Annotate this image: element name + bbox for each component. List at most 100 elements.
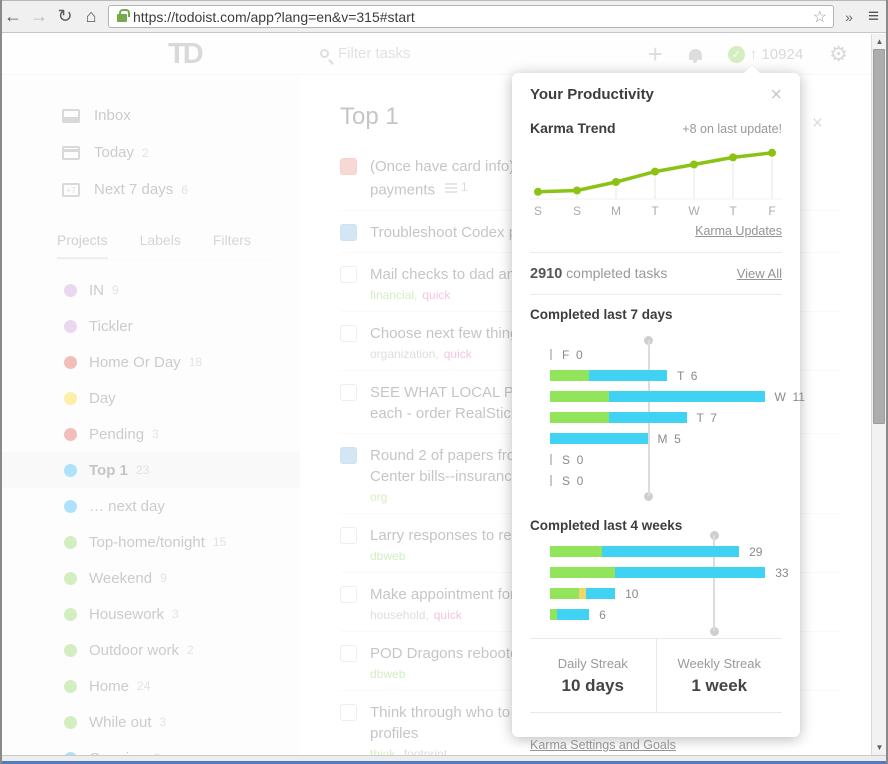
page-scrollbar[interactable]: ▲ ▼ — [871, 34, 886, 755]
streaks-panel: Daily Streak 10 days Weekly Streak 1 wee… — [530, 638, 782, 713]
back-icon[interactable]: ← — [4, 6, 22, 26]
bar-segment-blue — [608, 391, 765, 402]
bar — [550, 433, 648, 444]
bar-segment-green — [550, 546, 603, 557]
bar-segment-yellow — [579, 588, 586, 599]
https-lock-icon[interactable] — [117, 9, 130, 22]
svg-text:M: M — [611, 204, 621, 218]
average-marker-dot — [709, 627, 719, 636]
bar-value-label: F 0 — [562, 347, 583, 362]
bar-row: 6 — [530, 604, 782, 625]
average-marker-line — [713, 535, 715, 631]
weekly-streak-cell: Weekly Streak 1 week — [655, 638, 782, 713]
scrollbar-thumb[interactable] — [873, 49, 885, 424]
browser-menu-icon[interactable]: ≡ — [867, 5, 879, 27]
bar-row: T 7 — [530, 407, 782, 428]
window-bottom-edge — [0, 755, 888, 764]
weekly-streak-value: 1 week — [691, 676, 748, 695]
home-icon[interactable]: ⌂ — [85, 6, 97, 26]
bar — [550, 609, 590, 620]
productivity-popup: Your Productivity × Karma Trend +8 on la… — [512, 66, 805, 752]
bar-value-label: T 6 — [677, 368, 698, 383]
svg-text:S: S — [534, 204, 542, 218]
popup-title: Your Productivity — [530, 86, 654, 103]
bar-row: M 5 — [530, 428, 782, 449]
zero-tick — [550, 475, 552, 486]
zero-tick — [550, 454, 552, 465]
bar-value-label: 10 — [625, 586, 639, 601]
daily-streak-cell: Daily Streak 10 days — [530, 638, 656, 713]
bar — [550, 370, 667, 381]
bar-value-label: W 11 — [774, 389, 805, 404]
divider — [530, 294, 782, 295]
svg-text:S: S — [573, 204, 581, 218]
browser-toolbar: ← → ↻ ⌂ https://todoist.com/app?lang=en&… — [0, 0, 888, 33]
completed-tasks-summary: 2910 completed tasks — [530, 265, 668, 282]
zero-tick — [550, 349, 552, 360]
bar-row: 33 — [530, 562, 789, 583]
daily-streak-label: Daily Streak — [557, 656, 628, 671]
karma-updates-link[interactable]: Karma Updates — [695, 224, 782, 238]
scrollbar-down-arrow[interactable]: ▼ — [875, 743, 884, 752]
last7-heading: Completed last 7 days — [530, 307, 673, 322]
bar-value-label: 29 — [749, 544, 763, 559]
bar-segment-green — [550, 567, 616, 578]
bar — [550, 412, 687, 423]
karma-trend-heading: Karma Trend — [530, 120, 616, 136]
window-left-edge — [0, 0, 2, 764]
bar-row: S 0 — [530, 449, 782, 470]
bar — [550, 391, 765, 402]
bookmark-star-icon[interactable]: ☆ — [812, 8, 827, 26]
refresh-icon[interactable]: ↻ — [57, 6, 73, 26]
divider — [530, 252, 782, 253]
window-right-edge — [886, 0, 888, 764]
bar-row: F 0 — [530, 344, 782, 365]
karma-settings-link[interactable]: Karma Settings and Goals — [530, 738, 676, 752]
average-marker-dot — [644, 492, 653, 501]
popup-caret — [744, 66, 760, 73]
bar-row: T 6 — [530, 365, 782, 386]
bar-value-label: S 0 — [562, 452, 584, 467]
svg-text:T: T — [651, 204, 659, 218]
popup-close-icon[interactable]: × — [770, 83, 782, 106]
bar-value-label: T 7 — [696, 410, 717, 425]
bar-value-label: 6 — [599, 607, 606, 622]
bar-segment-green — [550, 391, 609, 402]
last7-chart: F 0 T 6 W 11 T 7 M 5 S 0 S 0 — [530, 336, 805, 501]
bar-segment-green — [550, 412, 609, 423]
bar-segment-blue — [615, 567, 766, 578]
scrollbar-up-arrow[interactable]: ▲ — [875, 37, 884, 46]
bar-row: 29 — [530, 541, 782, 562]
url-text[interactable]: https://todoist.com/app?lang=en&v=315#st… — [133, 8, 415, 25]
view-all-link[interactable]: View All — [736, 266, 782, 281]
svg-text:W: W — [688, 204, 700, 218]
last4-chart: 29 33 10 6 — [530, 531, 789, 636]
bar-value-label: S 0 — [562, 473, 584, 488]
forward-icon[interactable]: → — [30, 6, 48, 26]
bar — [550, 588, 616, 599]
bar-value-label: M 5 — [657, 431, 681, 446]
bar — [550, 567, 766, 578]
bar-segment-blue — [556, 609, 590, 620]
window-bottom-accent — [0, 761, 888, 764]
svg-text:F: F — [768, 204, 775, 218]
svg-text:T: T — [729, 204, 737, 218]
bar-row: W 11 — [530, 386, 805, 407]
toolbar-overflow-icon[interactable]: » — [845, 8, 853, 25]
bar-value-label: 33 — [775, 565, 789, 580]
bar-segment-blue — [550, 433, 648, 444]
daily-streak-value: 10 days — [561, 676, 624, 695]
last4-heading: Completed last 4 weeks — [530, 518, 683, 533]
bar-segment-blue — [602, 546, 740, 557]
bar-row: S 0 — [530, 470, 782, 491]
bar-segment-blue — [589, 370, 667, 381]
karma-update-note: +8 on last update! — [682, 122, 782, 136]
bar-segment-blue — [608, 412, 687, 423]
weekly-streak-label: Weekly Streak — [677, 656, 762, 671]
bar-row: 10 — [530, 583, 782, 604]
bar — [550, 546, 740, 557]
bar-segment-green — [550, 588, 580, 599]
address-bar[interactable]: https://todoist.com/app?lang=en&v=315#st… — [108, 5, 834, 28]
bar-segment-green — [550, 370, 589, 381]
